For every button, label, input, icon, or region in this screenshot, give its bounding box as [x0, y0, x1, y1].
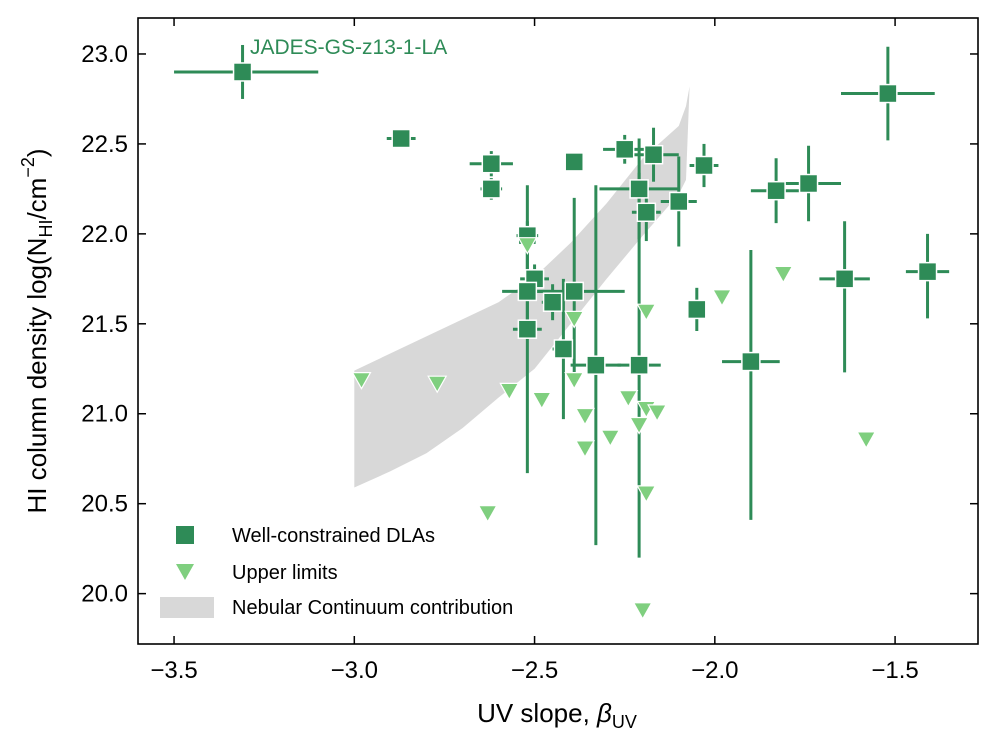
annotation-jades: JADES-GS-z13-1-LA — [250, 36, 447, 59]
upper-limit-triangle — [636, 303, 657, 322]
x-tick-label: −1.5 — [871, 657, 918, 684]
upper-limit-triangle — [600, 429, 621, 448]
upper-limit-triangle — [629, 416, 650, 435]
data-point-square — [517, 319, 538, 339]
data-point-square — [766, 180, 786, 201]
y-tick-label: 23.0 — [81, 41, 128, 68]
upper-limit-triangle — [477, 505, 498, 523]
legend-marker-well-constrained — [176, 526, 194, 544]
data-point-square — [564, 281, 584, 302]
upper-limit-triangle — [632, 602, 653, 621]
data-point-square — [636, 202, 657, 223]
data-point-square — [687, 299, 707, 320]
tick-layer: −3.5 −3.0 −2.5 −2.0 −1.5 20.0 20.5 21.0 21.5 22.0… — [81, 18, 978, 684]
data-point-square — [481, 153, 502, 174]
data-point-square — [517, 281, 538, 302]
x-label-symbol: β — [596, 698, 612, 728]
y-tick-label: 21.5 — [81, 311, 128, 338]
data-point-square — [564, 152, 584, 172]
upper-limit-triangle — [773, 265, 794, 284]
upper-limit-triangle — [856, 431, 877, 450]
upper-limit-triangle — [564, 310, 585, 329]
y-axis-label: HI column density log(NHI/cm−2) — [18, 148, 56, 513]
data-point-square — [553, 339, 574, 359]
x-tick-label: −2.5 — [511, 657, 558, 684]
legend-label-upper-limits: Upper limits — [232, 562, 338, 584]
data-point-square — [232, 62, 253, 82]
y-label-text: HI column density log(N — [22, 238, 52, 514]
data-point-square — [694, 155, 714, 176]
legend-patch-nebular — [160, 597, 214, 618]
data-point-square — [834, 269, 855, 289]
x-tick-label: −3.5 — [150, 657, 197, 684]
data-point-square — [629, 355, 649, 375]
upper-limit-triangle — [711, 289, 733, 308]
upper-limit-triangle — [636, 485, 657, 504]
data-point-square — [669, 191, 689, 212]
upper-limit-triangle — [427, 375, 448, 394]
data-point-square — [481, 179, 502, 199]
data-point-square — [629, 179, 649, 199]
legend-label-nebular: Nebular Continuum contribution — [232, 597, 513, 619]
data-point-square — [391, 128, 411, 149]
upper-limit-triangle — [574, 407, 596, 426]
data-point-square — [917, 261, 938, 282]
y-label-sub: HI — [36, 220, 56, 238]
upper-limit-triangle — [574, 440, 596, 459]
y-label-sup: −2 — [18, 157, 38, 178]
x-label-text: UV slope, — [477, 698, 597, 728]
y-tick-label: 22.5 — [81, 131, 128, 158]
data-point-square — [798, 173, 819, 194]
upper-limit-triangle — [531, 391, 552, 410]
y-tick-label: 22.0 — [81, 221, 128, 248]
upper-limit-triangle — [564, 372, 585, 390]
y-tick-label: 20.0 — [81, 581, 128, 608]
upper-limit-triangle — [618, 390, 639, 408]
x-label-sub: UV — [612, 712, 637, 732]
x-tick-label: −2.0 — [691, 657, 738, 684]
plot-frame — [137, 17, 979, 645]
y-label-unit: /cm — [22, 178, 52, 220]
x-axis-label: UV slope, βUV — [477, 698, 637, 732]
upper-limit-triangle — [517, 237, 538, 255]
data-point-square — [741, 351, 761, 372]
data-point-square — [643, 144, 664, 165]
y-label-close: ) — [22, 148, 52, 157]
upper-limit-triangle — [351, 372, 372, 390]
upper-limit-triangle — [499, 382, 520, 401]
x-tick-label: −3.0 — [331, 657, 378, 684]
y-tick-label: 20.5 — [81, 491, 128, 518]
upper-limit-triangle — [647, 404, 668, 423]
data-point-square — [542, 292, 563, 312]
marker-layer — [232, 62, 938, 621]
legend: Well-constrained DLAs Upper limits Nebul… — [160, 525, 513, 619]
data-point-square — [586, 355, 606, 375]
data-point-square — [614, 139, 635, 160]
data-point-square — [878, 83, 898, 104]
y-tick-label: 21.0 — [81, 401, 128, 428]
legend-label-well-constrained: Well-constrained DLAs — [232, 525, 435, 547]
legend-marker-upper-limits — [176, 564, 194, 580]
